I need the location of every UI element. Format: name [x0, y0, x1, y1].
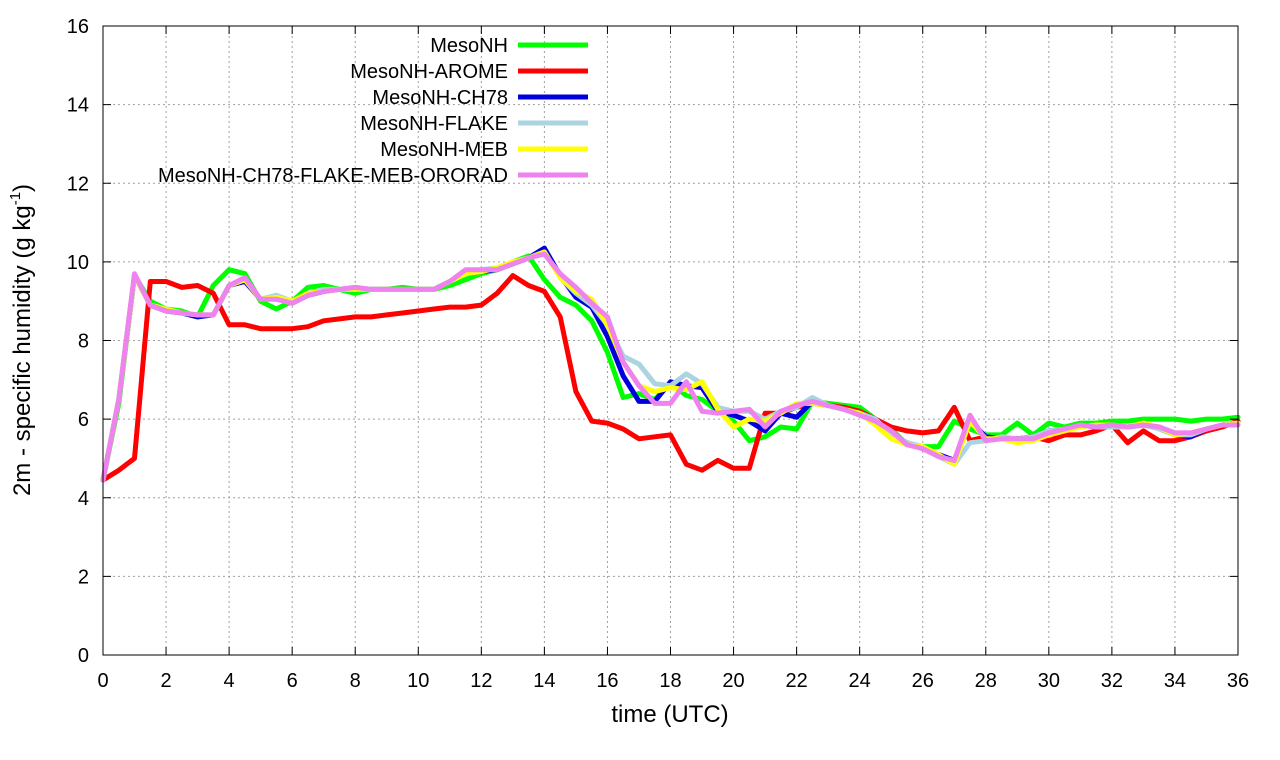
- x-tick-label: 2: [160, 670, 171, 692]
- x-tick-label: 26: [912, 670, 934, 692]
- x-tick-label: 20: [722, 670, 744, 692]
- y-tick-label: 0: [78, 645, 89, 667]
- y-tick-label: 10: [67, 252, 89, 274]
- x-tick-label: 8: [350, 670, 361, 692]
- series-line-2: [100, 273, 1241, 483]
- x-tick-label: 16: [596, 670, 618, 692]
- x-tick-label: 4: [224, 670, 235, 692]
- x-tick-label: 14: [533, 670, 555, 692]
- axis-ticks: 0 2 4 6 8 10 12 14 16 18 20 22 24 26 28 30 32 34 360246810…: [67, 16, 1249, 692]
- legend-label: MesoNH-CH78-FLAKE-MEB-ORORAD: [158, 165, 508, 187]
- legend-label: MesoNH-FLAKE: [360, 113, 508, 135]
- x-tick-label: 30: [1038, 670, 1060, 692]
- series-line-6: [100, 251, 1241, 483]
- y-tick-label: 8: [78, 331, 89, 353]
- x-tick-label: 34: [1164, 670, 1186, 692]
- y-tick-label: 4: [78, 488, 89, 510]
- series-lines: [100, 245, 1241, 483]
- grid: [103, 26, 1238, 655]
- legend-label: MesoNH-MEB: [380, 139, 508, 161]
- x-tick-label: 10: [407, 670, 429, 692]
- y-axis-title-end: ): [9, 184, 36, 192]
- legend: MesoNH MesoNH-AROME MesoNH-CH78 MesoNH-FLAK…: [158, 35, 588, 187]
- x-tick-label: 24: [849, 670, 871, 692]
- x-tick-label: 22: [785, 670, 807, 692]
- y-axis-title-superscript: -1: [7, 192, 24, 205]
- y-tick-label: 2: [78, 566, 89, 588]
- y-axis-title-main: 2m - specific humidity (g kg: [9, 205, 36, 496]
- x-tick-label: 6: [287, 670, 298, 692]
- legend-label: MesoNH: [430, 35, 508, 57]
- y-tick-label: 12: [67, 173, 89, 195]
- legend-label: MesoNH-CH78: [372, 87, 508, 109]
- y-tick-label: 16: [67, 16, 89, 38]
- y-tick-label: 6: [78, 409, 89, 431]
- x-tick-label: 18: [659, 670, 681, 692]
- legend-label: MesoNH-AROME: [350, 61, 508, 83]
- x-axis-title: time (UTC): [611, 701, 728, 728]
- y-tick-label: 14: [67, 95, 89, 117]
- y-axis-title: 2m - specific humidity (g kg-1): [7, 184, 36, 496]
- x-tick-label: 28: [975, 670, 997, 692]
- x-tick-label: 12: [470, 670, 492, 692]
- x-tick-label: 32: [1101, 670, 1123, 692]
- x-tick-label: 36: [1227, 670, 1249, 692]
- x-tick-label: 0: [97, 670, 108, 692]
